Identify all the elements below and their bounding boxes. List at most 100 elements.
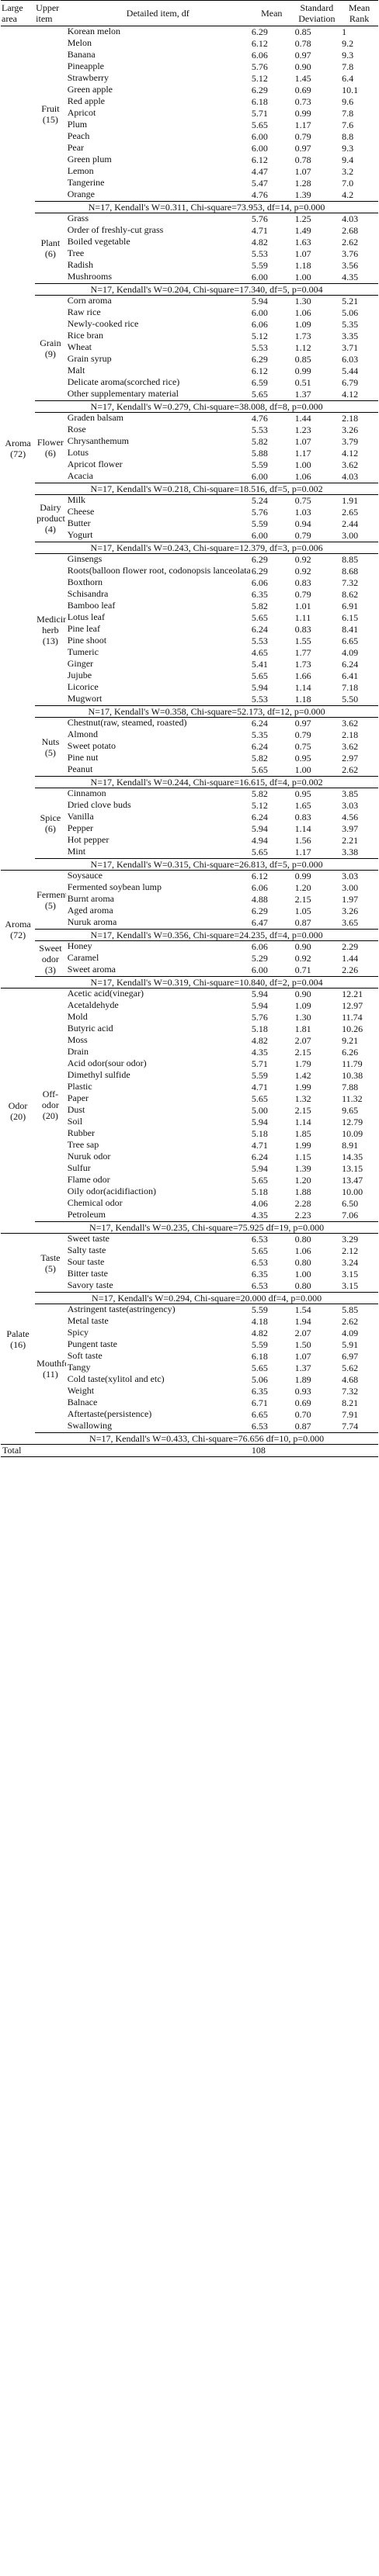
upper-item-label: Plant (6) <box>40 237 61 259</box>
mean-rank-value: 3.03 <box>342 800 359 811</box>
detailed-item: Cheese <box>67 507 95 517</box>
header-detailed-item: Detailed item, df <box>65 0 250 26</box>
mean-value: 6.12 <box>251 38 268 49</box>
mean-value: 5.71 <box>251 108 268 119</box>
table-row: Odor (20) Off-odor (20) Acetic acid(vinega… <box>1 988 378 1234</box>
table-row: Butter 5.59 0.94 2.44 <box>1 518 378 530</box>
sd-value: 0.79 <box>294 589 311 600</box>
mean-rank-value: 6.24 <box>342 659 359 670</box>
sd-value: 1.30 <box>294 1012 311 1023</box>
mean-rank-value: 3.15 <box>342 1269 359 1279</box>
large-area-label: Palate (16) <box>1 1233 36 1445</box>
detailed-item: Hot pepper <box>67 835 110 845</box>
sd-value: 1.17 <box>294 847 311 857</box>
table-row: Cheese 5.76 1.03 2.65 <box>1 507 378 518</box>
mean-value: 5.47 <box>251 178 268 189</box>
detailed-item: Moss <box>67 1035 88 1045</box>
detailed-item: Dried clove buds <box>67 800 131 810</box>
detailed-item: Acid odor(sour odor) <box>67 1058 147 1068</box>
table-row: Bamboo leaf 5.82 1.01 6.91 <box>1 601 378 612</box>
mean-value: 5.53 <box>251 424 268 435</box>
mean-rank-value: 3.56 <box>342 260 359 271</box>
table-row: Pine leaf 6.24 0.83 8.41 <box>1 624 378 635</box>
stat-row: N=17, Kendall's W=0.358, Chi-square=52.1… <box>1 705 378 718</box>
table-row: Melon 6.12 0.78 9.2 <box>1 38 378 50</box>
mean-value: 5.24 <box>251 495 268 506</box>
mean-rank-value: 7.18 <box>342 682 359 693</box>
mean-rank-value: 11.32 <box>342 1093 363 1104</box>
mean-rank-value: 7.06 <box>342 1210 359 1220</box>
detailed-item: Strawberry <box>67 73 110 83</box>
detailed-item: Malt <box>67 365 85 376</box>
detailed-item: Banana <box>67 50 96 60</box>
table-row: Weight 6.35 0.93 7.32 <box>1 1386 378 1397</box>
sd-value: 1.14 <box>294 1117 311 1127</box>
large-area-label: Aroma (72) <box>1 870 36 989</box>
detailed-item: Wheat <box>67 342 92 352</box>
mean-value: 6.71 <box>251 1397 268 1408</box>
sd-value: 1.30 <box>294 296 311 306</box>
detailed-item: Dust <box>67 1105 85 1115</box>
sd-value: 1.07 <box>294 1351 311 1362</box>
detailed-item: Bamboo leaf <box>67 601 116 611</box>
mean-value: 5.59 <box>251 459 268 470</box>
mean-rank-value: 13.15 <box>342 1163 363 1174</box>
mean-rank-value: 9.65 <box>342 1105 359 1116</box>
table-row: Tangy 5.65 1.37 5.62 <box>1 1362 378 1374</box>
mean-value: 6.00 <box>251 307 268 318</box>
detailed-item: Soft taste <box>67 1351 103 1361</box>
mean-value: 6.12 <box>251 871 268 881</box>
table-row: Mushrooms 6.00 1.00 4.35 <box>1 272 378 284</box>
stat-row: N=17, Kendall's W=0.244, Chi-square=16.6… <box>1 776 378 788</box>
detailed-item: Lotus <box>67 448 89 458</box>
mean-rank-value: 6.15 <box>342 612 359 623</box>
table-row: Nuruk aroma 6.47 0.87 3.65 <box>1 917 378 930</box>
mean-value: 6.53 <box>251 1234 268 1245</box>
mean-rank-value: 3.2 <box>342 166 354 177</box>
sd-value: 0.71 <box>294 964 311 975</box>
table-row: Green apple 6.29 0.69 10.1 <box>1 85 378 96</box>
detailed-item: Red apple <box>67 96 106 106</box>
sd-value: 1.00 <box>294 764 311 775</box>
sd-value: 0.80 <box>294 1234 311 1245</box>
mean-rank-value: 7.8 <box>342 108 354 119</box>
mean-value: 5.76 <box>251 61 268 72</box>
table-row: Red apple 6.18 0.73 9.6 <box>1 96 378 108</box>
mean-value: 5.53 <box>251 635 268 646</box>
mean-rank-value: 4.68 <box>342 1374 359 1385</box>
mean-rank-value: 3.00 <box>342 530 359 541</box>
detailed-item: Butyric acid <box>67 1023 113 1034</box>
total-value: 108 <box>249 1444 294 1457</box>
mean-rank-value: 11.79 <box>342 1058 363 1069</box>
mean-rank-value: 2.21 <box>342 835 359 846</box>
kendall-statistic: N=17, Kendall's W=0.244, Chi-square=16.6… <box>35 776 378 788</box>
table-row: Schisandra 6.35 0.79 8.62 <box>1 589 378 601</box>
sd-value: 2.23 <box>294 1210 311 1220</box>
table-row: Rubber 5.18 1.85 10.09 <box>1 1128 378 1140</box>
table-row: Fermented soybean lump 6.06 1.20 3.00 <box>1 882 378 894</box>
detailed-item: Peanut <box>67 764 93 774</box>
detailed-item: Tree <box>67 248 85 258</box>
mean-rank-value: 5.06 <box>342 307 359 318</box>
mean-rank-value: 10.09 <box>342 1128 363 1139</box>
table-row: Burnt aroma 4.88 2.15 1.97 <box>1 894 378 905</box>
total-label: Total <box>1 1444 36 1457</box>
sd-value: 1.79 <box>294 1058 311 1069</box>
sd-value: 0.83 <box>294 577 311 588</box>
sd-value: 1.37 <box>294 389 311 400</box>
mean-value: 5.94 <box>251 989 268 999</box>
detailed-item: Pine shoot <box>67 635 107 646</box>
mean-value: 5.65 <box>251 1093 268 1104</box>
mean-value: 5.59 <box>251 1070 268 1081</box>
mean-value: 4.06 <box>251 1198 268 1209</box>
upper-item-label: Dairy product (4) <box>37 502 65 535</box>
detailed-item: Green plum <box>67 154 112 164</box>
sd-value: 0.69 <box>294 1397 311 1408</box>
mean-value: 6.29 <box>251 85 268 95</box>
detailed-item: Boxthorn <box>67 577 103 587</box>
detailed-item: Jujube <box>67 670 92 680</box>
table-row: Radish 5.59 1.18 3.56 <box>1 260 378 272</box>
detailed-item: Schisandra <box>67 589 109 599</box>
detailed-item: Ginger <box>67 659 94 669</box>
sd-value: 1.06 <box>294 471 311 482</box>
